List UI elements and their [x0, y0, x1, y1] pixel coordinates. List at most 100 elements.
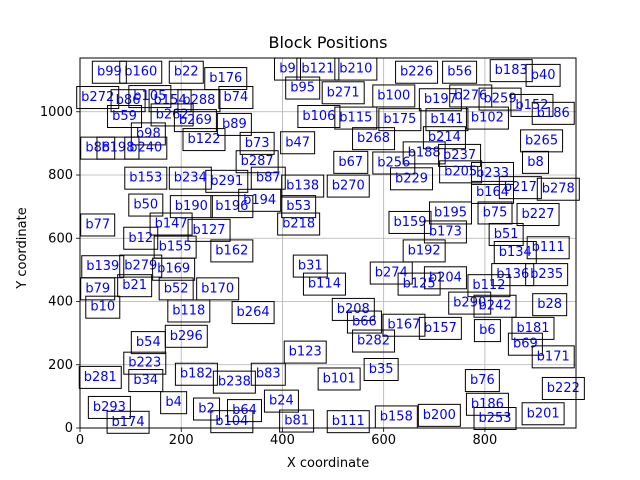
block-label: b118	[172, 303, 205, 318]
block-label: b81	[284, 414, 309, 429]
block-label: b183	[495, 63, 528, 78]
block-b153: b153	[124, 166, 168, 190]
block-rect	[438, 143, 482, 167]
block-rect	[78, 365, 122, 389]
block-rect	[352, 329, 396, 353]
block-b279: b279	[119, 254, 163, 278]
block-label: b235	[530, 267, 563, 282]
x-tick: 800	[472, 428, 497, 448]
block-b83: b83	[250, 362, 286, 386]
block-label: b52	[164, 281, 189, 296]
block-label: b190	[175, 199, 208, 214]
block-label: b181	[516, 321, 549, 336]
block-b237: b237	[438, 143, 482, 167]
block-label: b134	[499, 245, 532, 260]
block-rect	[124, 136, 168, 160]
block-b197: b197	[418, 88, 462, 112]
block-label: b4	[165, 395, 182, 410]
block-b66: b66	[346, 310, 382, 334]
block-b218: b218	[277, 212, 321, 236]
block-rect	[216, 112, 252, 136]
block-rect	[85, 295, 121, 319]
y-axis-label: Y coordinate	[15, 207, 30, 289]
block-b158: b158	[374, 405, 418, 429]
block-b56: b56	[442, 60, 478, 84]
block-b186: b186	[531, 101, 575, 125]
block-label: b111	[532, 240, 565, 255]
block-label: b268	[357, 131, 390, 146]
block-rect	[130, 122, 166, 146]
x-tick-label: 0	[76, 433, 84, 448]
x-axis-ticks: 0 200 400 600 800	[76, 428, 497, 448]
block-label: b114	[308, 277, 341, 292]
block-rect	[333, 150, 369, 174]
block-b175: b175	[378, 108, 422, 132]
block-rect	[124, 166, 168, 190]
block-label: b174	[112, 415, 145, 430]
block-rect	[473, 407, 517, 431]
block-label: b79	[85, 281, 110, 296]
block-rect	[326, 410, 370, 434]
block-b160: b160	[119, 60, 163, 84]
block-label: b136	[496, 267, 529, 282]
block-rect	[418, 316, 462, 340]
block-rect	[489, 59, 533, 83]
block-label: b21	[122, 278, 147, 293]
block-rect	[277, 212, 321, 236]
block-rect	[80, 277, 116, 301]
block-b101: b101	[317, 367, 361, 391]
block-b190: b190	[169, 195, 213, 219]
block-b167: b167	[382, 313, 426, 337]
block-b73: b73	[239, 131, 275, 155]
block-b75: b75	[477, 201, 513, 225]
block-label: b138	[286, 179, 319, 194]
block-label: b270	[332, 179, 365, 194]
block-label: b101	[323, 371, 356, 386]
block-label: b282	[357, 334, 390, 349]
block-rect	[382, 313, 426, 337]
block-b50: b50	[128, 193, 164, 217]
block-rect	[231, 301, 275, 325]
block-rect	[148, 89, 192, 113]
block-b290: b290	[448, 291, 492, 315]
block-label: b186	[471, 397, 504, 412]
block-b98: b98	[130, 122, 166, 146]
y-tick-label: 600	[48, 231, 73, 246]
block-b205: b205	[439, 160, 483, 184]
block-b105: b105	[128, 85, 172, 109]
block-label: b115	[339, 111, 372, 126]
block-rect	[470, 161, 514, 185]
block-rect	[507, 332, 543, 356]
block-rect	[390, 167, 434, 191]
block-rect	[168, 166, 212, 190]
block-label: b10	[90, 300, 115, 315]
block-rect	[372, 151, 416, 175]
block-label: b167	[387, 318, 420, 333]
block-b282: b282	[352, 329, 396, 353]
block-rect	[388, 210, 432, 234]
block-rect	[498, 176, 542, 200]
block-b170: b170	[196, 277, 240, 301]
block-label: b262	[156, 107, 189, 122]
y-tick-label: 800	[48, 168, 73, 183]
block-label: b279	[124, 259, 157, 274]
block-label: b201	[527, 406, 560, 421]
block-label: b164	[476, 185, 509, 200]
block-label: b8	[527, 155, 544, 170]
block-b147: b147	[149, 212, 193, 236]
block-label: b198	[101, 141, 134, 156]
block-b122: b122	[182, 128, 226, 152]
block-rect	[321, 81, 365, 105]
block-rect	[423, 266, 467, 290]
x-tick-label: 600	[371, 433, 396, 448]
block-label: b31	[298, 259, 323, 274]
block-rect	[464, 369, 500, 393]
block-b134: b134	[493, 240, 537, 264]
block-b281: b281	[78, 365, 122, 389]
chart-title: Block Positions	[269, 33, 388, 52]
block-rect	[80, 213, 116, 237]
block-label: b40	[531, 68, 556, 83]
block-b223: b223	[123, 351, 167, 375]
block-label: b125	[403, 277, 436, 292]
